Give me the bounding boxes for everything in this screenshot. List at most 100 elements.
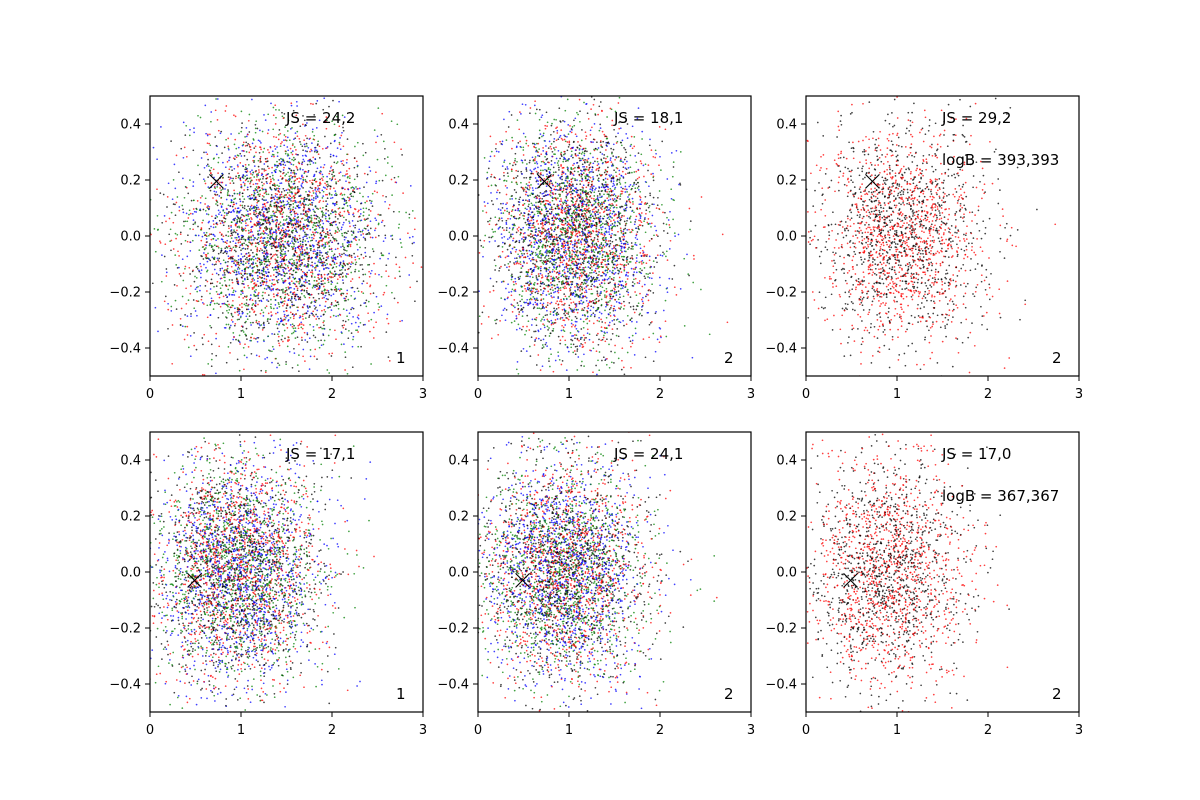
scatter-point-blue [181,325,184,328]
scatter-point-blue [156,158,158,161]
scatter-point-green [282,290,284,292]
scatter-point-green [345,201,348,204]
scatter-point-red [166,196,169,198]
scatter-point-red [156,188,158,191]
scatter-point-blue [322,195,325,197]
scatter-point-red [304,360,306,362]
scatter-point-black [254,300,257,302]
scatter-point-red [178,273,181,275]
scatter-point-blue [337,288,340,291]
scatter-point-blue [229,205,232,208]
scatter-point-black [332,236,334,239]
scatter-point-green [293,171,296,174]
scatter-point-green [352,338,354,341]
scatter-point-blue [651,214,654,217]
scatter-point-green [328,217,331,219]
scatter-point-green [293,262,296,264]
scatter-point-red [238,194,241,196]
scatter-point-black [218,303,220,306]
scatter-point-red [324,300,327,303]
scatter-point-blue [321,264,323,267]
scatter-point-black [207,176,209,178]
scatter-point-black [260,160,262,163]
scatter-point-blue [300,321,303,324]
scatter-point-green [216,302,218,305]
scatter-point-black [192,149,195,152]
scatter-point-red [354,238,356,240]
scatter-point-blue [185,212,188,215]
scatter-point-black [265,260,267,263]
scatter-point-red [413,228,416,231]
scatter-point-blue [638,282,641,285]
scatter-point-blue [295,267,298,270]
scatter-point-red [237,281,240,284]
scatter-point-green [248,241,250,244]
scatter-point-red [275,245,278,248]
scatter-point-blue [318,119,321,122]
scatter-point-green [290,379,292,381]
scatter-point-red [251,288,254,290]
scatter-point-black [565,191,568,194]
scatter-point-red [208,233,211,236]
scatter-point-green [267,234,270,236]
scatter-point-blue [212,220,215,222]
scatter-point-black [216,204,219,207]
scatter-point-blue [409,185,412,187]
scatter-point-blue [242,247,245,250]
scatter-point-red [283,303,286,305]
scatter-point-green [342,308,345,310]
scatter-point-blue [203,232,205,234]
scatter-point-black [213,263,216,266]
scatter-point-black [359,264,362,266]
scatter-point-red [232,255,234,258]
scatter-point-blue [263,215,265,218]
scatter-point-green [217,246,220,249]
scatter-point-black [174,203,176,206]
scatter-point-black [468,310,470,312]
scatter-point-blue [316,167,319,170]
scatter-point-green [281,255,283,258]
scatter-point-black [299,220,302,223]
scatter-point-blue [254,197,257,200]
scatter-point-green [289,178,291,181]
scatter-point-black [225,246,228,248]
scatter-point-red [272,114,275,117]
scatter-point-blue [340,246,342,248]
scatter-point-red [228,245,231,248]
scatter-point-blue [199,284,202,287]
scatter-point-blue [219,132,222,135]
scatter-point-red [258,355,261,358]
scatter-point-red [282,172,284,175]
scatter-point-blue [300,289,302,292]
scatter-point-blue [309,209,311,212]
scatter-point-blue [299,202,302,204]
scatter-point-blue [298,278,300,280]
y-tick-label: −0.2 [109,286,141,301]
scatter-point-black [290,169,293,172]
scatter-point-blue [263,114,265,116]
scatter-point-red [327,234,330,237]
scatter-point-black [306,197,308,200]
scatter-point-green [219,287,222,290]
scatter-point-green [569,251,571,253]
scatter-point-green [286,265,289,267]
scatter-point-red [315,318,318,320]
scatter-point-red [257,221,260,224]
scatter-point-red [348,181,350,184]
scatter-point-black [272,184,275,187]
scatter-point-blue [284,268,287,270]
scatter-point-blue [236,232,239,235]
scatter-point-green [288,185,291,188]
scatter-point-green [400,246,403,248]
scatter-point-black [321,255,324,257]
scatter-point-blue [167,302,169,305]
scatter-point-black [266,160,269,162]
scatter-point-red [326,289,328,292]
scatter-point-black [261,223,264,226]
scatter-point-blue [336,147,339,149]
scatter-point-red [317,287,320,289]
scatter-point-green [292,255,294,257]
scatter-point-black [159,192,162,194]
scatter-point-red [253,282,256,284]
scatter-point-black [206,241,208,243]
